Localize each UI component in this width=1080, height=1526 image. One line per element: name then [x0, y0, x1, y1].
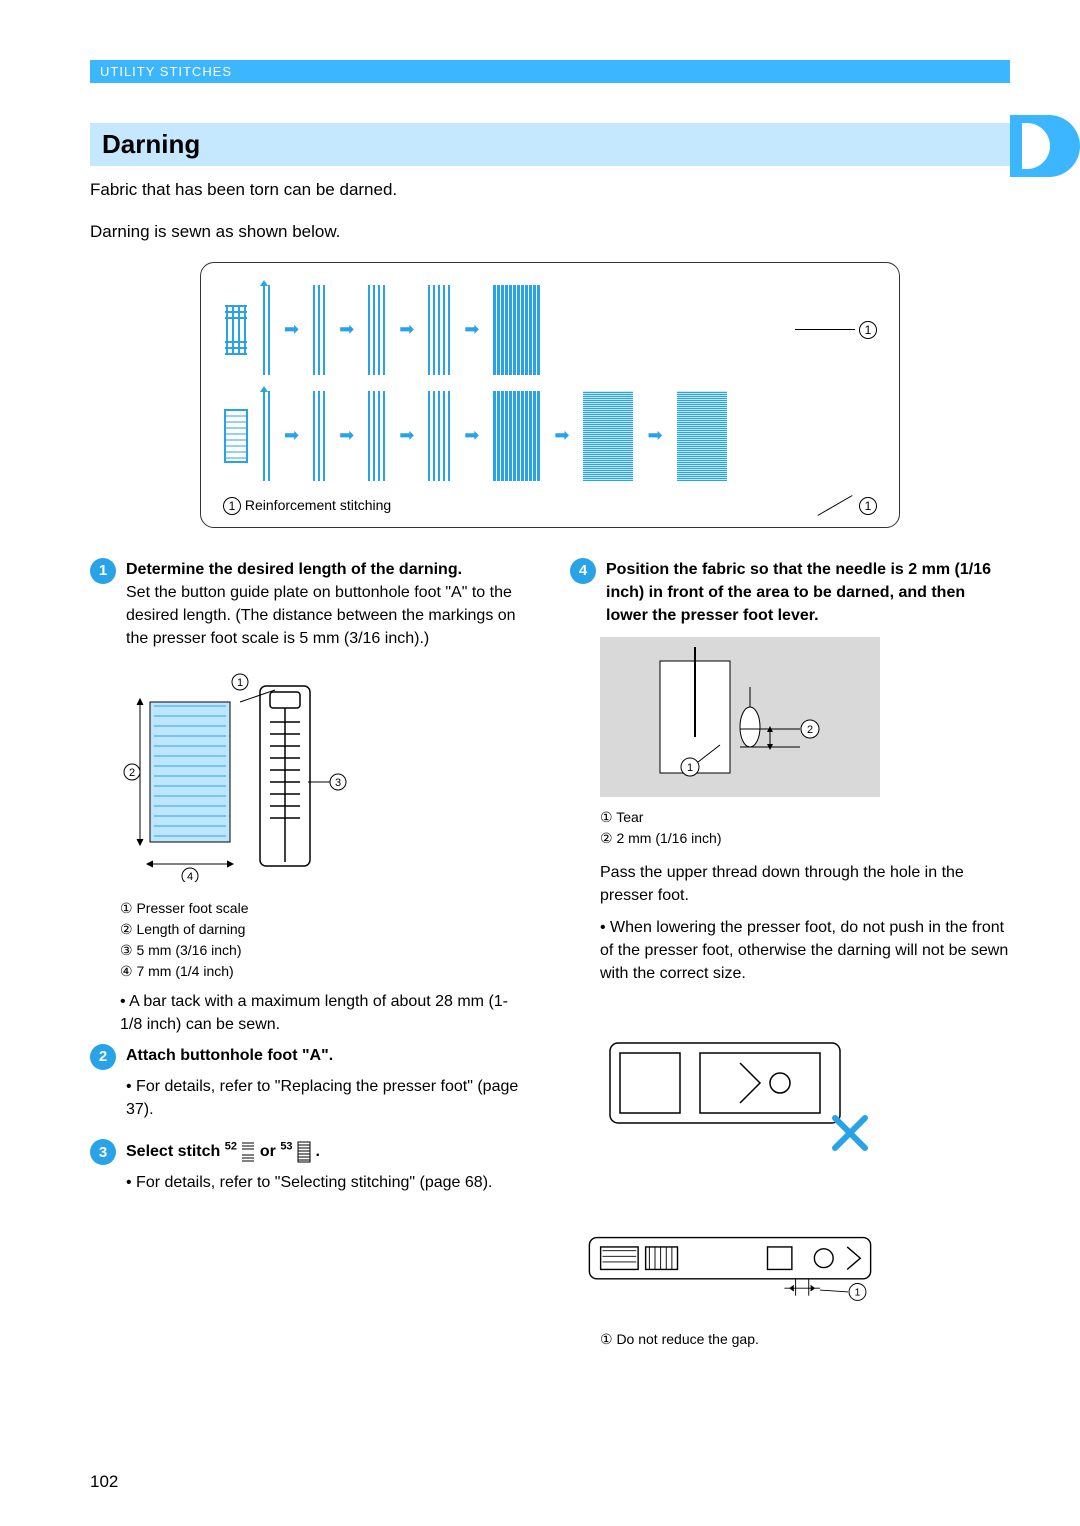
arrow-right-icon: ➡︎	[554, 425, 569, 446]
arrow-right-icon: ➡︎	[284, 425, 299, 446]
dense-stitch-icon	[493, 391, 540, 481]
svg-text:1: 1	[687, 762, 693, 774]
legend-item: ③ 5 mm (3/16 inch)	[120, 940, 530, 961]
stage-lines-icon	[368, 391, 385, 481]
stage-lines-icon	[428, 285, 450, 375]
step-2-note: For details, refer to "Replacing the pre…	[126, 1075, 530, 1121]
stage-lines-icon	[313, 285, 325, 375]
stage-lines-icon	[313, 391, 325, 481]
diagram-row-1: ➡︎ ➡︎ ➡︎ ➡︎ 1	[223, 285, 877, 375]
intro-line-1: Fabric that has been torn can be darned.	[90, 178, 1010, 202]
intro-line-2: Darning is sewn as shown below.	[90, 220, 1010, 244]
arrow-right-icon: ➡︎	[284, 319, 299, 340]
step-4-note: When lowering the presser foot, do not p…	[600, 916, 1010, 986]
arrow-right-icon: ➡︎	[464, 319, 479, 340]
step-1-legend: ① Presser foot scale ② Length of darning…	[120, 898, 530, 982]
stitch-number-a: 52	[225, 1140, 237, 1152]
arrow-right-icon: ➡︎	[647, 425, 662, 446]
callout-1-icon: 1	[223, 497, 241, 515]
svg-text:2: 2	[807, 724, 813, 736]
fill-block-icon	[583, 391, 633, 481]
svg-text:1: 1	[855, 1288, 861, 1299]
callout-1-icon: 1	[859, 321, 877, 339]
arrow-right-icon: ➡︎	[339, 425, 354, 446]
fill-block-icon	[677, 391, 727, 481]
step-2: 2 Attach buttonhole foot "A". For detail…	[90, 1044, 530, 1130]
title-band: Darning	[90, 123, 1010, 166]
svg-text:2: 2	[129, 767, 135, 779]
stitch-pattern-icon	[223, 302, 249, 358]
step-number-badge: 1	[90, 558, 116, 584]
legend-item: ④ 7 mm (1/4 inch)	[120, 961, 530, 982]
step-number-badge: 2	[90, 1044, 116, 1070]
svg-text:4: 4	[187, 871, 193, 882]
step-3-prefix: Select stitch	[126, 1143, 225, 1160]
legend-item: ① Do not reduce the gap.	[600, 1329, 1010, 1350]
legend-item: ① Tear	[600, 807, 1010, 828]
stage-lines-icon	[368, 285, 385, 375]
legend-item: ② 2 mm (1/16 inch)	[600, 828, 1010, 849]
diagram-row-2: ➡︎ ➡︎ ➡︎ ➡︎ ➡︎ ➡︎	[223, 391, 877, 481]
needle-position-diagram: 2 1	[600, 637, 880, 797]
dense-stitch-icon	[493, 285, 540, 375]
stage-lines-icon	[263, 391, 270, 481]
step-1: 1 Determine the desired length of the da…	[90, 558, 530, 651]
page-title: Darning	[102, 129, 998, 160]
arrow-right-icon: ➡︎	[339, 319, 354, 340]
stitch-glyph-solid-icon	[297, 1141, 311, 1163]
presser-foot-top-view-diagram	[580, 1003, 880, 1183]
step-3-suffix: .	[315, 1143, 319, 1160]
svg-text:3: 3	[335, 777, 341, 789]
step-4-legend: ① Tear ② 2 mm (1/16 inch)	[600, 807, 1010, 849]
step-1-heading: Determine the desired length of the darn…	[126, 561, 462, 578]
step-4-legend-2: ① Do not reduce the gap.	[600, 1329, 1010, 1350]
stitch-pattern-solid-icon	[223, 408, 249, 464]
presser-foot-side-view-diagram: 1	[580, 1206, 880, 1316]
main-stitch-diagram: ➡︎ ➡︎ ➡︎ ➡︎ 1 ➡︎ ➡︎ ➡︎ ➡︎ ➡︎ ➡︎	[200, 262, 900, 528]
manual-page: UTILITY STITCHES Darning Fabric that has…	[0, 0, 1080, 1390]
left-column: 1 Determine the desired length of the da…	[90, 558, 530, 1351]
page-tab-decor	[1010, 115, 1080, 177]
section-header: UTILITY STITCHES	[90, 60, 1010, 83]
diagram-caption-row: 1 Reinforcement stitching 1	[223, 497, 877, 515]
step-1-body: Set the button guide plate on buttonhole…	[126, 584, 516, 647]
breadcrumb-text: UTILITY STITCHES	[100, 64, 232, 79]
step-2-heading: Attach buttonhole foot "A".	[126, 1047, 333, 1064]
step-4-paragraph: Pass the upper thread down through the h…	[600, 861, 1010, 907]
stitch-number-b: 53	[280, 1140, 292, 1152]
step-4: 4 Position the fabric so that the needle…	[570, 558, 1010, 628]
step-3-note: For details, refer to "Selecting stitchi…	[126, 1171, 492, 1194]
step-4-heading: Position the fabric so that the needle i…	[606, 561, 991, 624]
right-column: 4 Position the fabric so that the needle…	[570, 558, 1010, 1351]
stitch-glyph-icon	[241, 1141, 255, 1163]
step-number-badge: 4	[570, 558, 596, 584]
instruction-columns: 1 Determine the desired length of the da…	[90, 558, 1010, 1351]
callout-1-icon: 1	[859, 497, 877, 515]
presser-foot-diagram: 1 2 3 4	[120, 672, 400, 882]
svg-text:1: 1	[237, 677, 243, 689]
step-3-middle: or	[260, 1143, 280, 1160]
step-3: 3 Select stitch 52 or 53 . For details, …	[90, 1139, 530, 1202]
legend-item: ① Presser foot scale	[120, 898, 530, 919]
arrow-right-icon: ➡︎	[464, 425, 479, 446]
arrow-right-icon: ➡︎	[399, 319, 414, 340]
step-number-badge: 3	[90, 1139, 116, 1165]
stage-lines-icon	[428, 391, 450, 481]
step-1-note: A bar tack with a maximum length of abou…	[120, 990, 530, 1036]
page-number: 102	[90, 1472, 118, 1492]
stage-lines-icon	[263, 285, 270, 375]
diagram-caption: Reinforcement stitching	[245, 497, 391, 513]
legend-item: ② Length of darning	[120, 919, 530, 940]
arrow-right-icon: ➡︎	[399, 425, 414, 446]
